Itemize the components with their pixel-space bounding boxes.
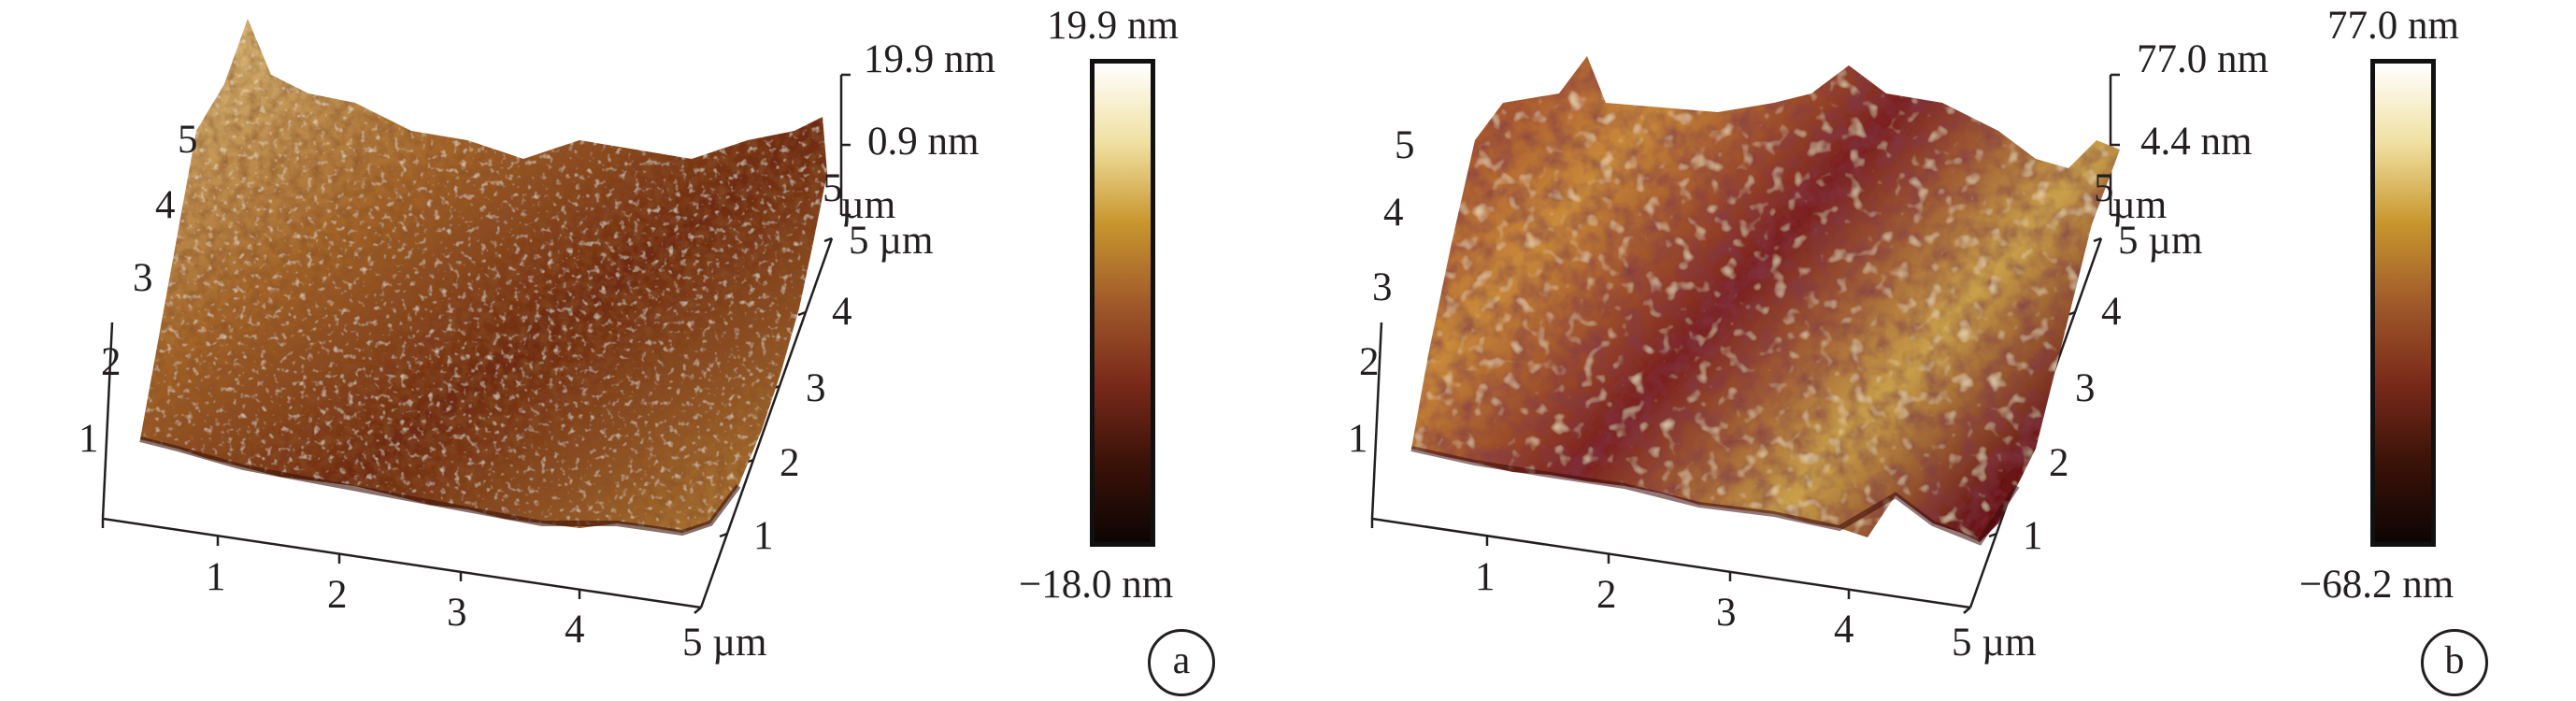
- x-tick-3: 3: [1716, 591, 1737, 635]
- x-tick-1: 1: [206, 555, 226, 599]
- x-axis-end-label: 5 µm: [682, 621, 767, 665]
- z-axis-scale-number: 5: [823, 166, 843, 210]
- panel-letter-a: a: [1148, 629, 1215, 696]
- left-tick-1: 1: [1348, 417, 1368, 461]
- left-tick-3: 3: [133, 256, 153, 300]
- y-axis-end-label: 5 µm: [2118, 219, 2203, 263]
- left-tick-4: 4: [155, 183, 176, 227]
- x-tick-2: 2: [1596, 573, 1617, 617]
- y-tick-3: 3: [2075, 366, 2096, 410]
- colorbar-max-label: 77.0 nm: [2327, 4, 2459, 48]
- x-tick-2: 2: [327, 573, 348, 617]
- surface-plot-a: [101, 19, 851, 614]
- z-axis-mid-label: 0.9 nm: [867, 120, 980, 164]
- surface-mesh-b: [1411, 56, 2120, 542]
- z-axis-mid-label: 4.4 nm: [2140, 120, 2253, 164]
- z-axis-max-label: 77.0 nm: [2137, 37, 2268, 81]
- x-tick-4: 4: [565, 608, 585, 651]
- colorbar-b: [2370, 59, 2436, 547]
- z-axis-max-label: 19.9 nm: [864, 37, 995, 81]
- x-tick-3: 3: [447, 591, 467, 635]
- x-tick-4: 4: [1834, 608, 1854, 651]
- left-tick-4: 4: [1383, 191, 1404, 235]
- afm-panel-a: 19.9 nm 0.9 nm 5 µm 1 2 3 4 5 1 2 3 4 5 …: [79, 4, 1215, 696]
- y-tick-4: 4: [832, 290, 852, 334]
- panel-letter-b: b: [2421, 629, 2488, 696]
- y-tick-1: 1: [2023, 514, 2043, 558]
- left-tick-5: 5: [178, 118, 198, 162]
- axis-ticks-b: [1370, 73, 2120, 614]
- colorbar-a: [1090, 59, 1155, 547]
- colorbar-max-label: 19.9 nm: [1047, 4, 1179, 48]
- left-tick-5: 5: [1395, 123, 1415, 167]
- left-tick-2: 2: [1359, 340, 1380, 384]
- y-tick-2: 2: [2049, 441, 2069, 485]
- z-axis-scale-unit: µm: [2112, 183, 2168, 227]
- y-tick-1: 1: [753, 514, 774, 558]
- y-tick-4: 4: [2101, 290, 2122, 334]
- left-tick-3: 3: [1372, 265, 1393, 309]
- z-axis-scale-unit: µm: [841, 183, 896, 227]
- x-tick-1: 1: [1475, 555, 1496, 599]
- y-tick-3: 3: [806, 366, 826, 410]
- surface-mesh-a: [140, 19, 827, 533]
- surface-plot-b: [1370, 56, 2120, 614]
- afm-panel-b: 77.0 nm 4.4 nm 5 µm 1 2 3 4 5 1 2 3 4 5 …: [1288, 0, 2576, 701]
- colorbar-min-label: −18.0 nm: [1019, 563, 1174, 607]
- left-tick-1: 1: [79, 417, 99, 461]
- z-axis-scale-number: 5: [2094, 166, 2114, 210]
- colorbar-min-label: −68.2 nm: [2299, 563, 2454, 607]
- left-tick-2: 2: [101, 340, 122, 384]
- y-tick-2: 2: [780, 441, 800, 485]
- axis-lines-a: [101, 75, 843, 609]
- y-axis-end-label: 5 µm: [849, 219, 934, 263]
- x-axis-end-label: 5 µm: [1952, 621, 2037, 665]
